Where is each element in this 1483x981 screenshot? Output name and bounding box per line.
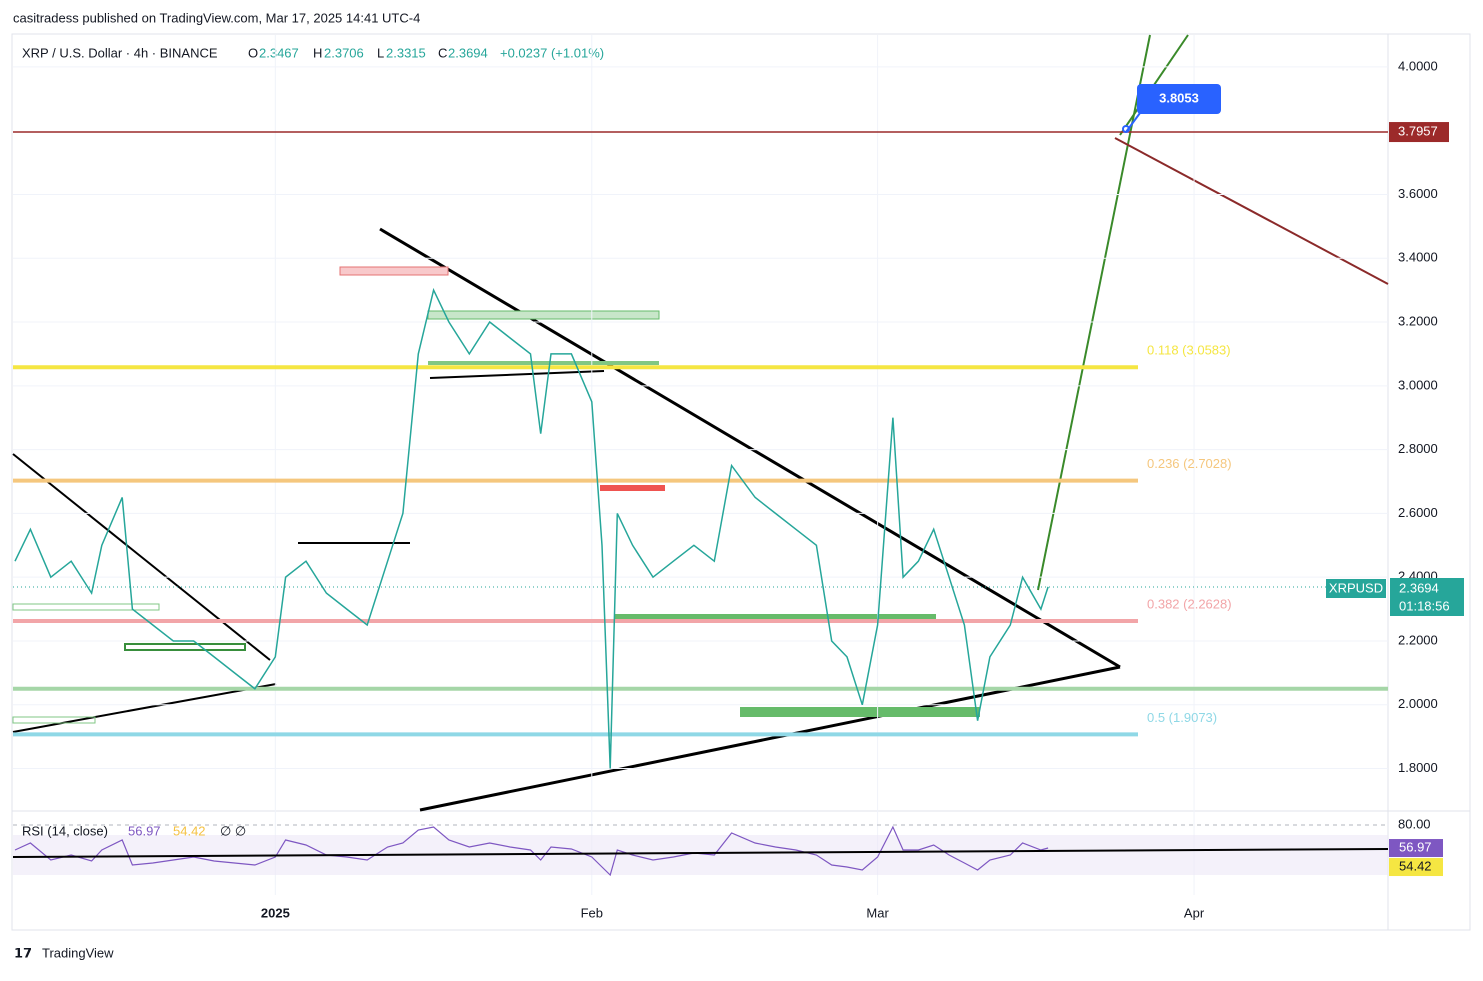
x-tick-label: 2025 [261, 905, 290, 920]
trendline [12, 453, 271, 661]
zone [600, 485, 665, 491]
y-tick-label: 2.6000 [1398, 505, 1438, 520]
o-value: 2.3467 [259, 45, 299, 60]
y-tick-label: 2.0000 [1398, 696, 1438, 711]
rsi-tick-label: 80.00 [1398, 816, 1431, 831]
projection [1037, 34, 1151, 591]
fib-label: 0.382 (2.2628) [1147, 596, 1232, 611]
trendline [429, 370, 605, 379]
footer: TradingView [42, 945, 114, 960]
zone [124, 643, 246, 651]
last-price: 2.3694 [1399, 580, 1439, 595]
rsi-tag [1389, 839, 1443, 858]
rsi-line [14, 825, 1049, 877]
y-tick-label: 3.0000 [1398, 377, 1438, 392]
rsi-value: 56.97 [128, 823, 161, 838]
trendline [12, 683, 277, 733]
fib-label: 0.236 (2.7028) [1147, 456, 1232, 471]
y-tick-label: 3.2000 [1398, 313, 1438, 328]
l-label: L [377, 45, 384, 60]
logo-mark: 𝟭𝟳 [14, 945, 32, 960]
zone [12, 716, 96, 724]
plot: 1.80002.00002.20002.40002.60002.80003.00… [12, 35, 1449, 920]
countdown: 01:18:56 [1399, 598, 1450, 613]
y-tick-label: 2.8000 [1398, 441, 1438, 456]
rsi-trendline [12, 848, 1389, 858]
header: casitradess published on TradingView.com… [13, 10, 420, 25]
rsi-ma-last: 54.42 [1399, 858, 1432, 873]
resistance-label: 3.7957 [1398, 123, 1438, 138]
rsi-last: 56.97 [1399, 839, 1432, 854]
zone [427, 310, 660, 320]
ohlc: O 2.3467 H 2.3706 L 2.3315 C 2.3694 +0.0… [248, 45, 604, 60]
price-line [14, 287, 1049, 769]
y-tick-label: 3.6000 [1398, 186, 1438, 201]
symbol-tag [1326, 579, 1386, 598]
x-tick-label: Apr [1184, 905, 1205, 920]
change: +0.0237 (+1.01%) [500, 45, 604, 60]
c-label: C [438, 45, 447, 60]
zone [614, 614, 936, 623]
rsi-ma-value: 54.42 [173, 823, 206, 838]
x-tick-label: Feb [581, 905, 603, 920]
y-tick-label: 1.8000 [1398, 760, 1438, 775]
frame [11, 33, 1471, 931]
fib-label: 0.5 (1.9073) [1147, 710, 1217, 725]
zone [12, 603, 160, 611]
price-tag [1390, 578, 1464, 616]
trendline [419, 665, 1121, 812]
h-value: 2.3706 [324, 45, 364, 60]
y-tick-label: 3.4000 [1398, 250, 1438, 265]
zones [12, 266, 980, 724]
zone [339, 266, 449, 276]
drawings [12, 34, 1389, 812]
trendline [379, 227, 1121, 669]
y-tick-label: 2.2000 [1398, 632, 1438, 647]
symbol: XRPUSD [1329, 580, 1383, 595]
x-tick-label: Mar [866, 905, 889, 920]
zone [428, 361, 659, 365]
target-callout [1137, 84, 1221, 114]
chart-title: XRP / U.S. Dollar · 4h · BINANCE [22, 45, 218, 60]
rsi-title: RSI (14, close) [22, 823, 108, 838]
target-label: 3.8053 [1159, 90, 1199, 105]
y-tick-label: 4.0000 [1398, 58, 1438, 73]
h-label: H [313, 45, 322, 60]
callout-pointer [1125, 112, 1141, 133]
c-value: 2.3694 [448, 45, 488, 60]
fib-label: 0.118 (3.0583) [1147, 343, 1231, 358]
zone [740, 707, 980, 717]
projection [1114, 137, 1389, 285]
o-label: O [248, 45, 258, 60]
rsi-ma-tag [1389, 858, 1443, 877]
rsi-extra: ∅ ∅ [220, 823, 246, 838]
resistance-tag [1389, 122, 1449, 143]
l-value: 2.3315 [386, 45, 426, 60]
